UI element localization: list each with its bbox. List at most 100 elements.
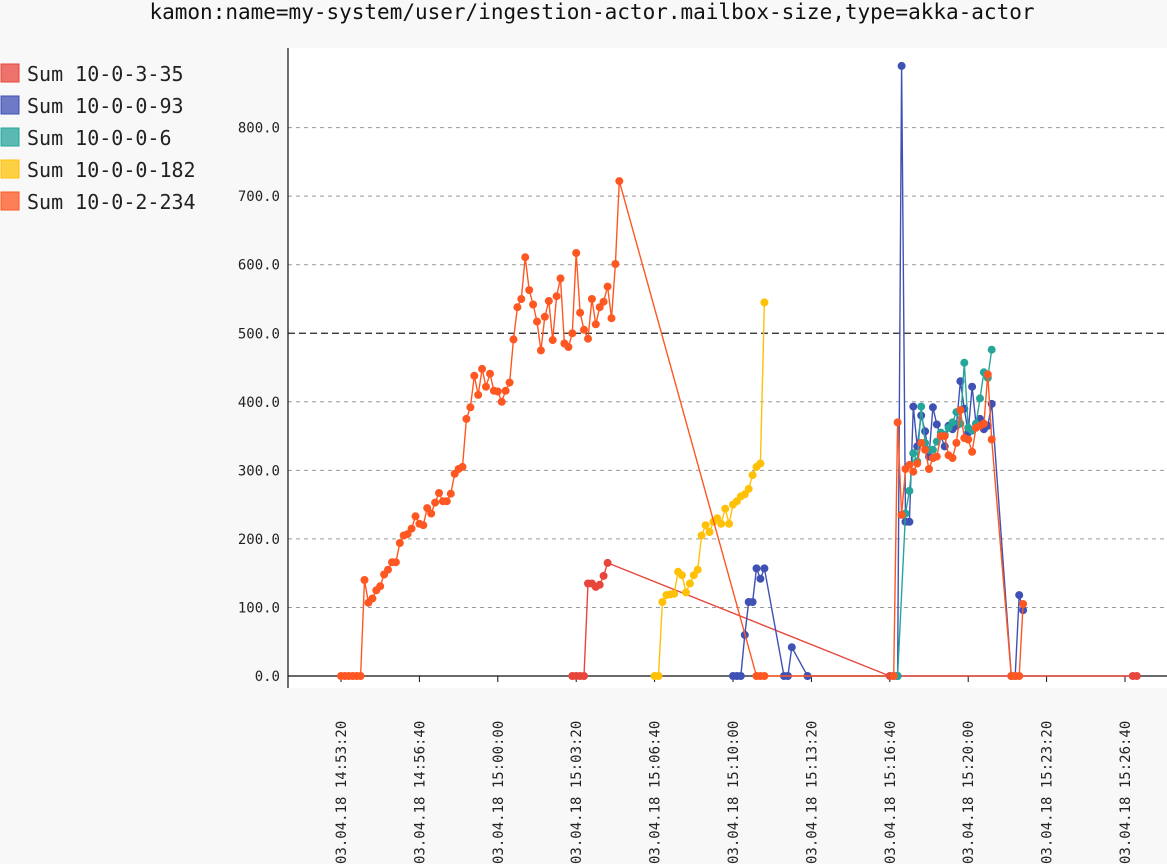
data-point [752, 564, 761, 573]
y-tick-labels: 0.0 100.0 200.0 300.0 400.0 500.0 600.0 700.0 80… [238, 121, 280, 685]
data-point [921, 445, 930, 454]
data-point [540, 312, 549, 321]
data-point [968, 447, 977, 456]
data-point [446, 489, 455, 498]
y-tick-label: 400.0 [238, 395, 280, 411]
data-point [509, 335, 518, 344]
data-point [940, 432, 949, 441]
data-point [909, 449, 918, 458]
data-point [917, 438, 926, 447]
legend-swatch [0, 159, 20, 179]
grid-lines [288, 127, 1167, 608]
data-point [360, 576, 369, 584]
data-point [670, 589, 679, 598]
data-point [928, 403, 937, 412]
data-point [501, 386, 510, 395]
data-point [356, 672, 365, 680]
data-point [505, 378, 514, 387]
data-point [756, 459, 765, 468]
data-point [905, 486, 914, 495]
data-point [987, 345, 996, 354]
y-tick-label: 0.0 [255, 669, 280, 685]
legend-label: Sum 10-0-0-182 [27, 158, 196, 182]
x-tick-label: 03.04.18 15:23:20 [1040, 721, 1056, 864]
x-tick-label: 03.04.18 14:53:20 [334, 721, 350, 864]
data-point [725, 519, 734, 528]
data-point [466, 403, 475, 412]
data-point [948, 454, 957, 462]
data-point [564, 343, 573, 351]
data-point [968, 382, 977, 391]
data-point [458, 462, 467, 471]
data-point [932, 452, 941, 461]
data-point [701, 521, 710, 530]
data-point [748, 471, 757, 480]
data-point [682, 588, 690, 597]
data-point [685, 579, 694, 588]
x-tick-label: 03.04.18 15:06:40 [648, 721, 664, 864]
data-point [956, 406, 965, 414]
data-point [595, 580, 604, 589]
data-point [568, 329, 577, 338]
data-point [552, 292, 561, 301]
data-point [462, 414, 471, 423]
data-point [556, 274, 565, 283]
data-point [1015, 672, 1024, 680]
data-point [983, 370, 992, 379]
legend-swatch [0, 191, 20, 211]
data-point [482, 382, 490, 391]
data-point [787, 643, 796, 652]
data-point [928, 445, 937, 454]
x-tick-label: 03.04.18 14:56:40 [412, 721, 428, 864]
data-point [572, 249, 581, 257]
data-point [678, 571, 686, 580]
y-tick-label: 600.0 [238, 258, 280, 274]
x-tick-label: 03.04.18 15:16:40 [883, 721, 899, 864]
data-point [917, 402, 926, 411]
data-point [584, 334, 592, 343]
data-point [599, 297, 608, 306]
series-3 [650, 298, 769, 680]
legend-label: Sum 10-0-3-35 [27, 62, 184, 86]
data-point [435, 489, 443, 497]
data-point [391, 558, 400, 567]
data-point [431, 498, 440, 507]
legend: Sum 10-0-3-35 Sum 10-0-0-93 Sum 10-0-0-6 Su… [0, 62, 196, 214]
data-point [521, 253, 530, 262]
y-tick-label: 100.0 [238, 600, 280, 616]
data-point [478, 364, 487, 373]
data-point [470, 371, 479, 380]
data-point [529, 300, 538, 309]
data-point [419, 521, 428, 530]
data-point [591, 320, 600, 329]
y-tick-label: 800.0 [238, 121, 280, 137]
data-point [607, 314, 616, 323]
data-point [976, 394, 984, 403]
data-point [913, 459, 922, 468]
data-point [925, 465, 933, 473]
x-tick-label: 03.04.18 15:10:00 [726, 721, 742, 864]
legend-swatch [0, 95, 20, 115]
y-tick-label: 500.0 [238, 326, 280, 342]
legend-label: Sum 10-0-0-6 [27, 126, 172, 150]
data-point [693, 565, 702, 574]
data-point [897, 61, 906, 70]
data-point [952, 438, 961, 447]
data-point [493, 387, 502, 396]
data-point [1019, 600, 1028, 608]
x-tick-label: 03.04.18 15:20:00 [961, 721, 977, 864]
data-point [486, 369, 494, 378]
data-point [580, 672, 588, 680]
data-point [384, 565, 392, 574]
data-point [513, 303, 522, 312]
series-layer [337, 61, 1141, 680]
data-point [658, 598, 667, 606]
data-point [497, 397, 506, 406]
data-point [744, 484, 753, 493]
legend-swatch [0, 127, 20, 147]
data-point [580, 325, 588, 334]
data-point [964, 435, 973, 444]
data-point [889, 672, 898, 680]
